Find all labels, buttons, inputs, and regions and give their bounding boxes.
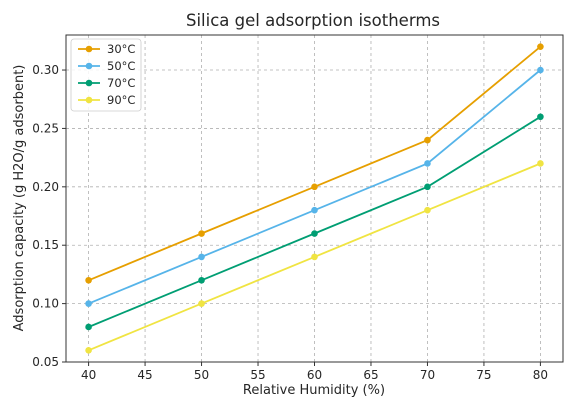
legend: 30°C 50°C 70°C 90°C bbox=[70, 38, 142, 112]
data-point bbox=[311, 206, 318, 214]
axis-ticks: 40 45 50 55 60 65 70 75 80 0.05 0.10 0.15 0.20 0.25 0.… bbox=[32, 63, 548, 382]
data-point bbox=[537, 113, 544, 121]
legend-label: 90°C bbox=[107, 93, 135, 107]
data-point bbox=[198, 230, 205, 237]
data-point bbox=[424, 183, 431, 191]
x-axis-label: Relative Humidity (%) bbox=[243, 383, 385, 398]
x-tick-label: 40 bbox=[81, 368, 96, 382]
x-tick-label: 55 bbox=[250, 368, 265, 382]
data-point bbox=[424, 160, 431, 167]
legend-label: 70°C bbox=[107, 76, 135, 90]
data-point bbox=[537, 66, 544, 74]
y-tick-label: 0.30 bbox=[32, 63, 59, 77]
y-tick-label: 0.25 bbox=[32, 121, 59, 135]
x-tick-label: 45 bbox=[137, 368, 152, 382]
legend-swatch-marker bbox=[85, 45, 93, 53]
y-tick-label: 0.15 bbox=[32, 238, 59, 252]
x-tick-label: 50 bbox=[194, 368, 209, 382]
data-point bbox=[85, 300, 92, 307]
data-point bbox=[537, 43, 544, 50]
data-point bbox=[424, 206, 431, 214]
x-tick-label: 80 bbox=[533, 368, 548, 382]
legend-label: 50°C bbox=[107, 59, 135, 73]
data-point bbox=[85, 347, 92, 354]
data-point bbox=[424, 136, 431, 144]
x-tick-label: 65 bbox=[363, 368, 378, 382]
data-point bbox=[198, 253, 205, 261]
x-tick-label: 70 bbox=[420, 368, 435, 382]
y-tick-label: 0.10 bbox=[32, 297, 59, 311]
data-point bbox=[311, 230, 318, 237]
legend-box bbox=[70, 38, 142, 112]
data-point bbox=[85, 323, 92, 331]
series-points bbox=[85, 43, 544, 354]
data-point bbox=[311, 183, 318, 191]
data-point bbox=[85, 276, 92, 284]
data-point bbox=[198, 276, 205, 284]
data-point bbox=[537, 160, 544, 167]
data-point bbox=[311, 253, 318, 261]
legend-label: 30°C bbox=[107, 42, 135, 56]
x-tick-label: 60 bbox=[307, 368, 322, 382]
chart-title: Silica gel adsorption isotherms bbox=[186, 11, 440, 30]
x-tick-label: 75 bbox=[476, 368, 491, 382]
y-axis-label: Adsorption capacity (g H2O/g adsorbent) bbox=[12, 65, 27, 332]
legend-swatch-marker bbox=[85, 96, 93, 104]
plot-frame bbox=[65, 34, 564, 363]
y-tick-label: 0.20 bbox=[32, 180, 59, 194]
y-tick-label: 0.05 bbox=[32, 355, 59, 369]
legend-swatch-marker bbox=[85, 62, 93, 70]
data-point bbox=[198, 300, 205, 307]
legend-swatch-marker bbox=[85, 79, 93, 87]
